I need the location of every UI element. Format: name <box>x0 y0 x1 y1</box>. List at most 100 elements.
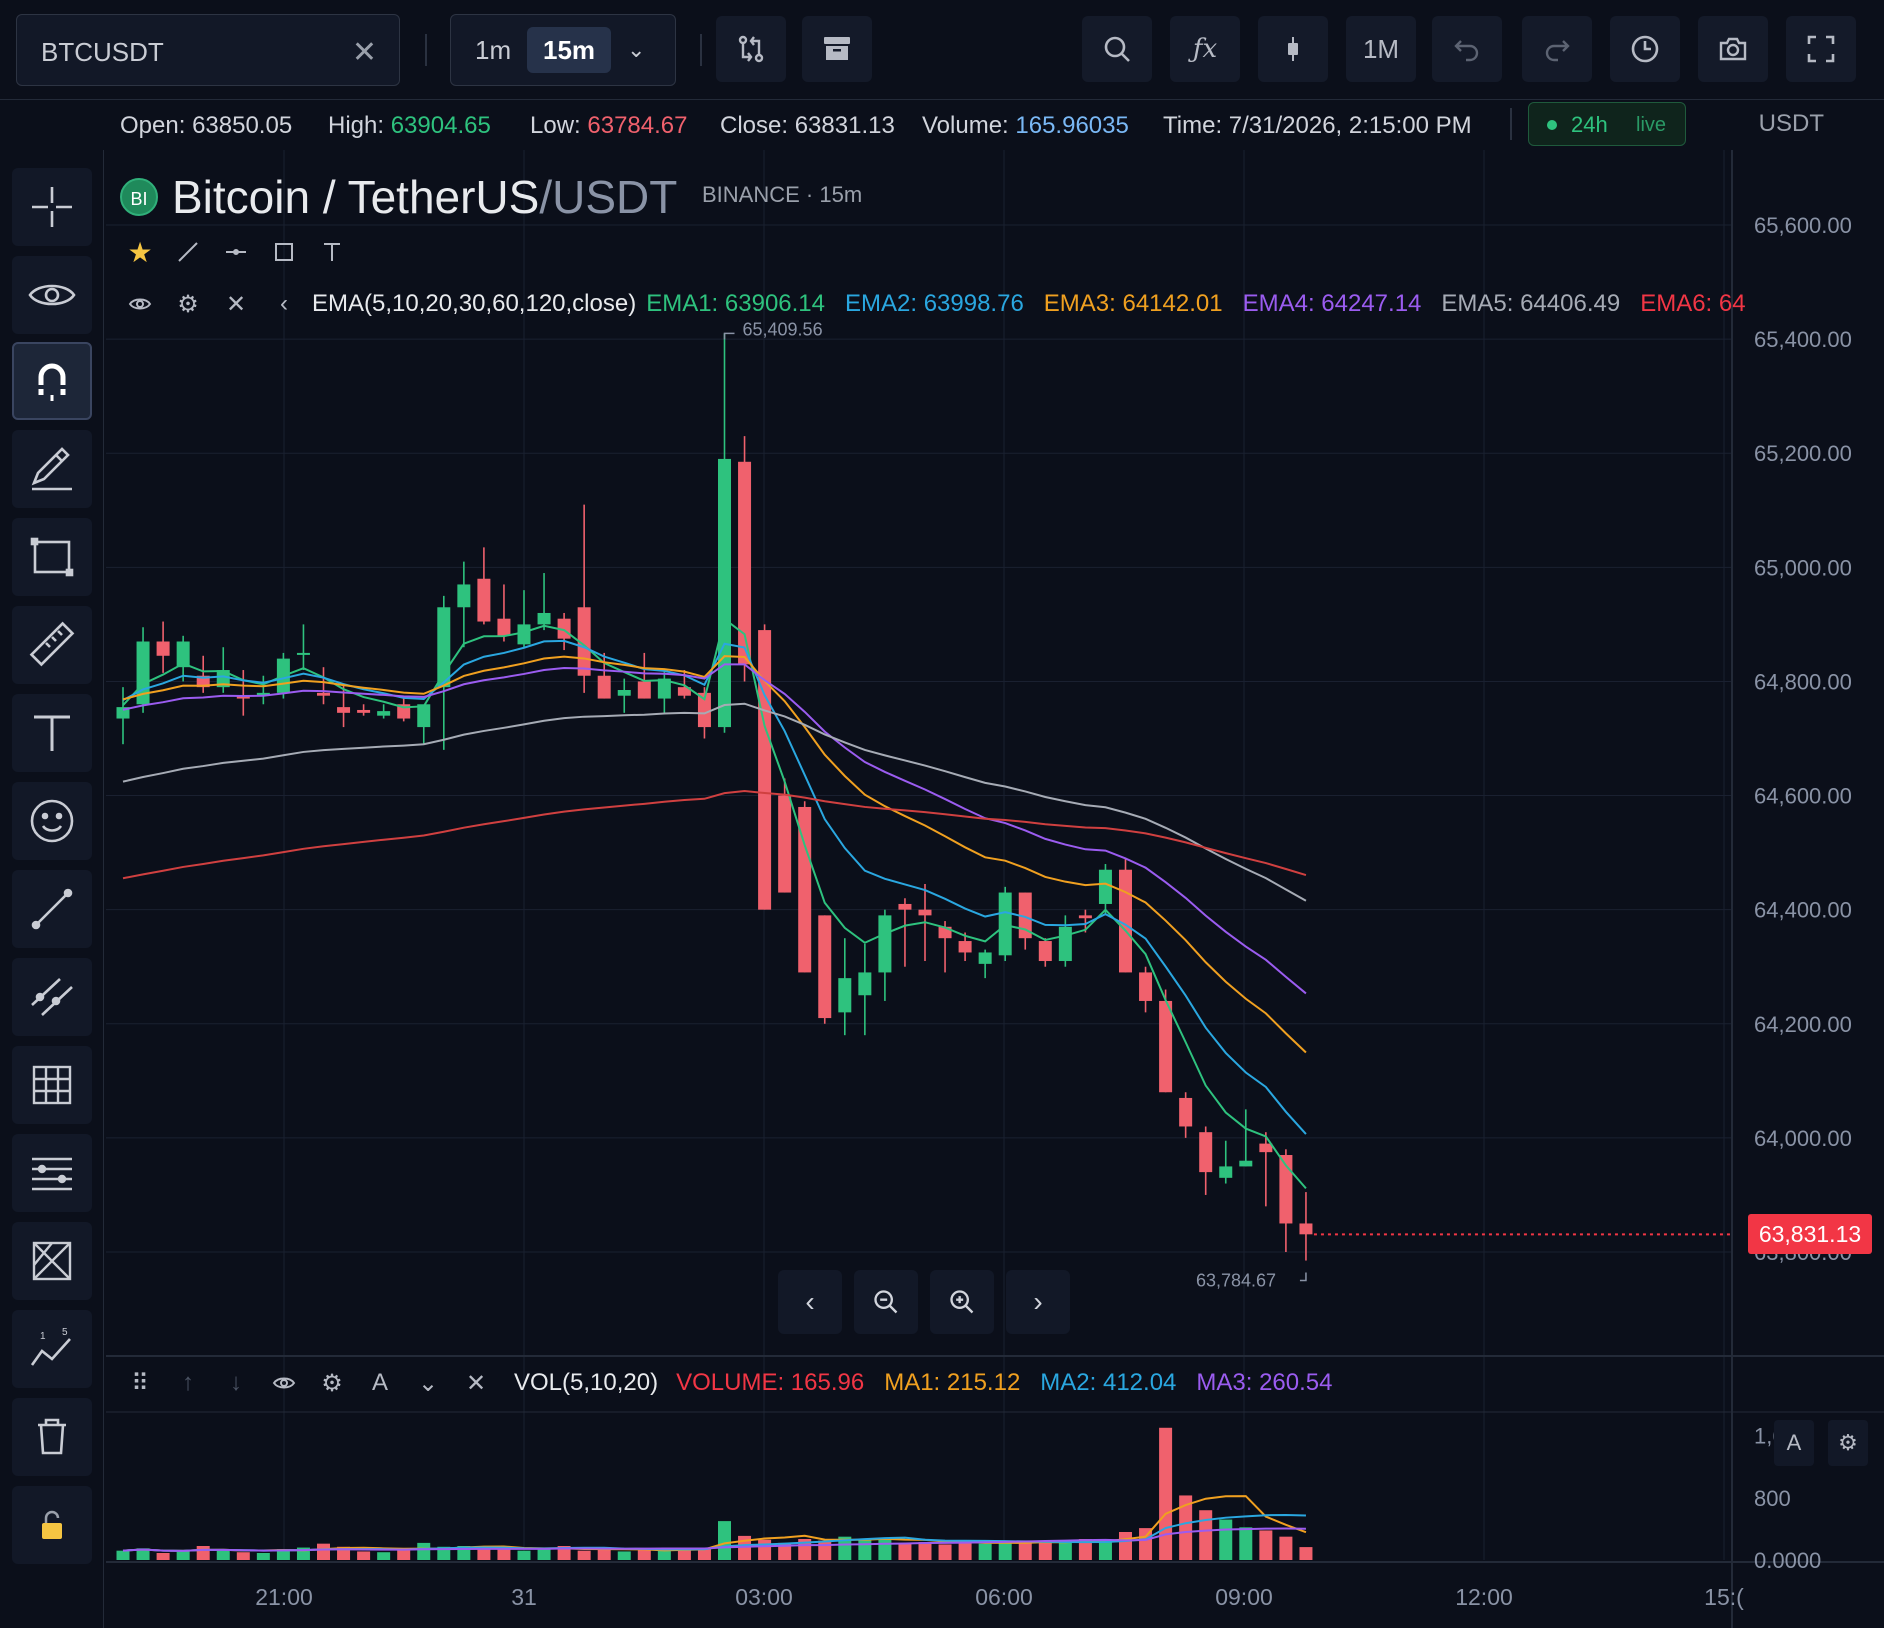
price-axis-label: 65,000.00 <box>1754 555 1852 580</box>
volume-bar <box>1018 1542 1032 1560</box>
undo-icon[interactable] <box>1432 16 1502 82</box>
candle-body <box>337 707 351 713</box>
crosshair-icon[interactable] <box>12 168 92 246</box>
candle-body <box>1239 1160 1253 1167</box>
timeframe-15m-button[interactable]: 15m <box>527 27 612 73</box>
rect-tool-icon[interactable] <box>264 232 304 272</box>
ema-value-2: EMA2: 63998.76 <box>845 290 1024 317</box>
close-icon[interactable]: ✕ <box>351 36 377 69</box>
candle-body <box>1179 1097 1193 1127</box>
volume-bar <box>677 1548 691 1560</box>
text-icon[interactable] <box>12 694 92 772</box>
drag-handle-icon[interactable]: ⠿ <box>131 1369 149 1397</box>
ema-value-1: EMA1: 63906.14 <box>646 290 825 317</box>
volume-bar <box>1279 1536 1293 1560</box>
hline-tool-icon[interactable] <box>216 232 256 272</box>
volume-bars <box>116 1427 1313 1560</box>
magnet-icon[interactable] <box>12 342 92 420</box>
redo-icon[interactable] <box>1522 16 1592 82</box>
symbol-input[interactable]: BTCUSDT <box>41 37 164 67</box>
candle-body <box>156 641 170 656</box>
candle-body <box>738 461 752 665</box>
pattern-icon[interactable] <box>12 1222 92 1300</box>
grid-lines <box>106 150 1732 1560</box>
candle-body <box>517 624 531 645</box>
candle-body <box>196 675 210 688</box>
zoom-in-icon[interactable] <box>930 1270 994 1334</box>
scroll-left-icon[interactable]: ‹ <box>778 1270 842 1334</box>
price-chart[interactable]: 65,600.00 65,400.00 65,200.00 65,000.00 64,8… <box>106 150 1884 1628</box>
compare-icon[interactable] <box>716 16 786 82</box>
volume-axis-label: 800 <box>1754 1486 1791 1511</box>
settings-gear-icon[interactable]: ⚙ <box>321 1369 343 1397</box>
eye-icon[interactable] <box>120 284 160 324</box>
zoom-out-icon[interactable] <box>854 1270 918 1334</box>
timeframe-1m-button[interactable]: 1m <box>475 35 512 65</box>
range-button[interactable]: 1M <box>1346 16 1416 82</box>
candle-body <box>838 978 852 1013</box>
chart-area[interactable]: 65,600.00 65,400.00 65,200.00 65,000.00 64,8… <box>106 150 1884 1628</box>
symbol-search-box[interactable]: BTCUSDT ✕ <box>16 14 400 86</box>
volume-bar <box>617 1551 631 1560</box>
volume-bar <box>998 1542 1012 1560</box>
chevron-left-icon[interactable]: ‹ <box>280 290 288 317</box>
auto-scale-button[interactable]: A <box>371 1369 388 1396</box>
volume-bar <box>878 1538 892 1560</box>
candle-body <box>798 806 812 973</box>
line-tool-icon[interactable] <box>168 232 208 272</box>
volume-bar <box>357 1551 371 1560</box>
settings-gear-icon[interactable]: ⚙ <box>1828 1420 1868 1466</box>
volume-bar <box>938 1544 952 1560</box>
candle-type-icon[interactable] <box>1258 16 1328 82</box>
ema1-line <box>122 617 1307 1190</box>
candle-body <box>1018 892 1032 939</box>
fib-levels-icon[interactable] <box>12 1134 92 1212</box>
high-marker-arrow <box>723 332 735 340</box>
search-icon[interactable] <box>1082 16 1152 82</box>
price-axis-label: 65,200.00 <box>1754 441 1852 466</box>
ruler-icon[interactable] <box>12 606 92 684</box>
volume-bar <box>718 1521 731 1560</box>
move-down-icon[interactable]: ↓ <box>230 1369 242 1396</box>
emoji-icon[interactable] <box>12 782 92 860</box>
indicators-icon[interactable]: ƒx <box>1170 16 1240 82</box>
last-price-tag: 63,831.13 <box>1748 1214 1872 1255</box>
camera-icon[interactable] <box>1698 16 1768 82</box>
move-up-icon[interactable]: ↑ <box>182 1369 194 1396</box>
rectangle-icon[interactable] <box>12 518 92 596</box>
time-axis-label: 03:00 <box>735 1584 793 1610</box>
lock-icon[interactable] <box>12 1486 92 1564</box>
fullscreen-icon[interactable] <box>1786 16 1856 82</box>
candle-body <box>898 903 912 910</box>
auto-scale-toggle[interactable]: A <box>1774 1420 1814 1466</box>
time-value: Time: 7/31/2026, 2:15:00 PM <box>1163 112 1472 139</box>
star-icon[interactable]: ★ <box>127 236 153 268</box>
text-tool-icon[interactable] <box>312 232 352 272</box>
settings-gear-icon[interactable]: ⚙ <box>177 290 199 318</box>
volume-bar <box>918 1542 932 1560</box>
scroll-right-icon[interactable]: › <box>1006 1270 1070 1334</box>
trash-icon[interactable] <box>12 1398 92 1476</box>
volume-bar <box>1058 1542 1072 1560</box>
chevron-down-icon[interactable]: ⌄ <box>627 37 646 62</box>
archive-icon[interactable] <box>802 16 872 82</box>
grid-icon[interactable] <box>12 1046 92 1124</box>
candle-body <box>758 630 772 910</box>
close-icon[interactable]: ✕ <box>225 290 247 318</box>
parallel-channel-icon[interactable] <box>12 958 92 1036</box>
pencil-icon[interactable] <box>12 430 92 508</box>
live-status-badge[interactable]: 24h live <box>1528 102 1686 146</box>
chevron-down-icon[interactable]: ⌄ <box>417 1369 439 1397</box>
eye-icon[interactable] <box>264 1363 304 1403</box>
pair-quote: /USDT <box>539 171 678 223</box>
volume-bar <box>1179 1495 1193 1560</box>
clock-icon[interactable] <box>1610 16 1680 82</box>
eye-icon[interactable] <box>12 256 92 334</box>
ema4-line <box>122 663 1307 995</box>
volume-indicator-label: VOL(5,10,20) <box>514 1369 659 1396</box>
close-icon[interactable]: ✕ <box>465 1369 487 1397</box>
volume-bar <box>256 1553 270 1560</box>
trendline-icon[interactable] <box>12 870 92 948</box>
